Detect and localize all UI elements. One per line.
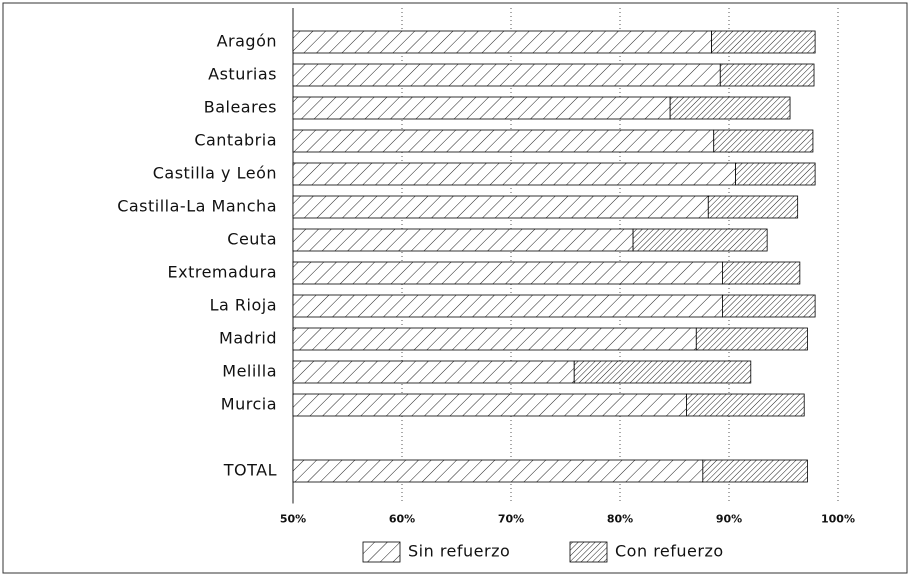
legend-swatch bbox=[362, 541, 401, 563]
bar bbox=[292, 327, 697, 351]
bar bbox=[719, 63, 815, 87]
bar bbox=[707, 195, 799, 219]
bar bbox=[292, 393, 687, 417]
y-tick-label: Aragón bbox=[217, 32, 277, 51]
bar bbox=[292, 96, 671, 120]
bar bbox=[669, 96, 791, 120]
y-tick-label: La Rioja bbox=[210, 296, 277, 315]
bar bbox=[573, 360, 752, 384]
y-tick-label: Ceuta bbox=[227, 230, 277, 249]
bar bbox=[292, 261, 723, 285]
bar bbox=[292, 63, 721, 87]
bar bbox=[686, 393, 805, 417]
bar bbox=[632, 228, 768, 252]
y-tick-label: Melilla bbox=[222, 362, 277, 381]
x-tick-label: 100% bbox=[821, 513, 855, 526]
bar bbox=[713, 129, 814, 153]
legend-label: Con refuerzo bbox=[615, 542, 724, 561]
y-tick-label: Madrid bbox=[219, 329, 277, 348]
bar bbox=[735, 162, 816, 186]
y-tick-label: Asturias bbox=[208, 65, 277, 84]
bar bbox=[695, 327, 808, 351]
bar bbox=[292, 294, 723, 318]
bar bbox=[292, 162, 736, 186]
y-tick-label: TOTAL bbox=[223, 461, 277, 480]
bar bbox=[292, 195, 709, 219]
bar bbox=[292, 129, 715, 153]
y-tick-label: Castilla y León bbox=[153, 164, 277, 183]
bar bbox=[711, 30, 816, 54]
legend-swatch bbox=[569, 541, 608, 563]
bar bbox=[292, 30, 712, 54]
x-tick-label: 50% bbox=[280, 513, 306, 526]
x-tick-label: 90% bbox=[716, 513, 742, 526]
y-tick-label: Extremadura bbox=[168, 263, 278, 282]
x-tick-label: 60% bbox=[389, 513, 415, 526]
legend-label: Sin refuerzo bbox=[408, 542, 510, 561]
bar bbox=[292, 459, 704, 483]
bar bbox=[292, 228, 634, 252]
bar bbox=[702, 459, 808, 483]
x-tick-label: 80% bbox=[607, 513, 633, 526]
x-tick-label: 70% bbox=[498, 513, 524, 526]
bar bbox=[722, 294, 816, 318]
y-tick-label: Castilla-La Mancha bbox=[117, 197, 277, 216]
bar bbox=[722, 261, 801, 285]
bar bbox=[292, 360, 575, 384]
y-tick-label: Baleares bbox=[204, 98, 277, 117]
y-tick-label: Murcia bbox=[221, 395, 277, 414]
y-tick-label: Cantabria bbox=[194, 131, 277, 150]
